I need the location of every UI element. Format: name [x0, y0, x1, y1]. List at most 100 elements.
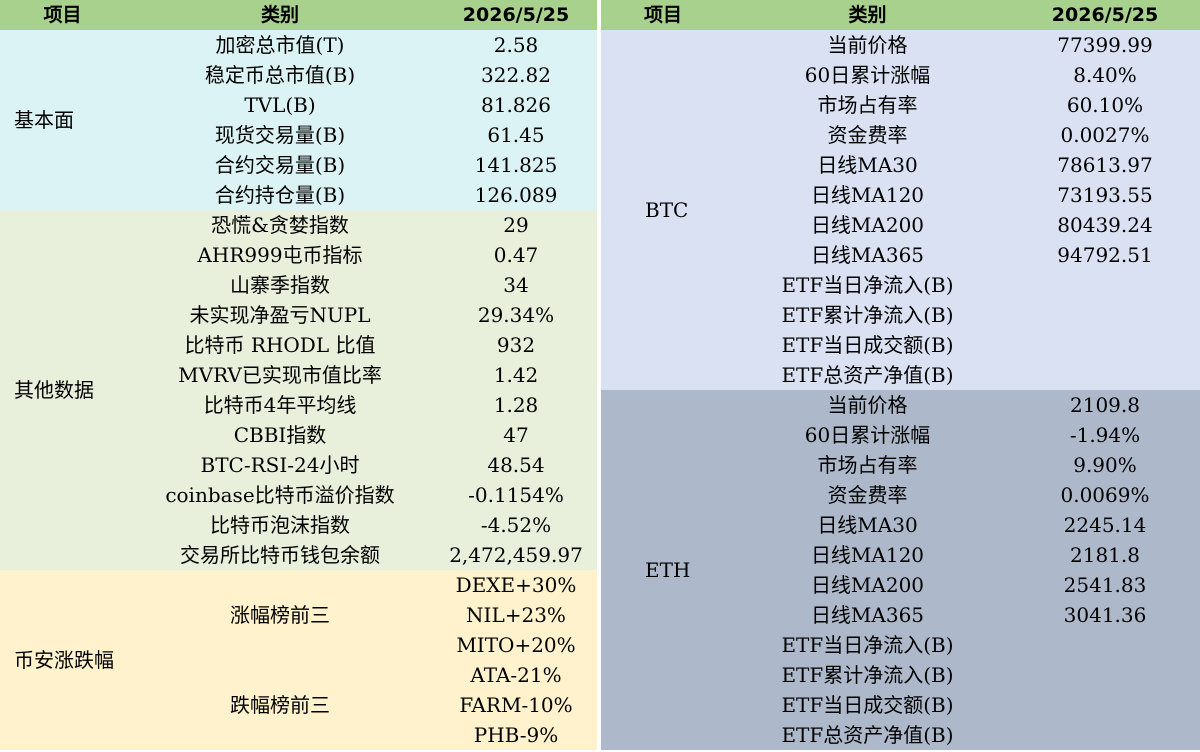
- category-cell: 日线MA30: [817, 153, 918, 177]
- value-cell: 2.58: [493, 33, 539, 57]
- value-cell: 29.34%: [477, 303, 555, 327]
- category-cell: 交易所比特币钱包余额: [180, 543, 380, 567]
- category-cell: ETF当日成交额(B): [781, 693, 954, 717]
- category-cell: 比特币 RHODL 比值: [184, 333, 376, 357]
- value-cell: [1010, 270, 1200, 300]
- category-cell: 跌幅榜前三: [230, 693, 330, 717]
- category-cell: 稳定币总市值(B): [204, 63, 356, 87]
- value-cell: 60.10%: [1066, 93, 1144, 117]
- left-table: 项目 类别 2026/5/25 基本面 加密总市值(T) 2.58 稳定币总市值(B) 322…: [0, 0, 597, 750]
- category-cell: 市场占有率: [817, 453, 918, 477]
- value-cell: 932: [496, 333, 536, 357]
- category-cell: BTC-RSI-24小时: [200, 453, 360, 477]
- category-cell: 恐慌&贪婪指数: [211, 213, 349, 237]
- category-cell: 日线MA365: [810, 243, 925, 267]
- row: 币安涨跌幅 涨幅榜前三 DEXE+30%: [0, 570, 597, 672]
- value-cell: 2541.83: [1063, 573, 1147, 597]
- category-cell: 现货交易量(B): [214, 123, 346, 147]
- header-cell: 项目: [0, 0, 125, 30]
- value-cell: -1.94%: [1069, 423, 1141, 447]
- category-cell: coinbase比特币溢价指数: [165, 483, 395, 507]
- header-cell: 2026/5/25: [1010, 0, 1200, 30]
- value-cell: 2245.14: [1063, 513, 1147, 537]
- category-cell: 山寨季指数: [230, 273, 330, 297]
- category-cell: ETF当日净流入(B): [781, 633, 954, 657]
- value-cell: 0.0027%: [1060, 123, 1150, 147]
- value-cell: 81.826: [481, 93, 551, 117]
- value-cell: 322.82: [481, 63, 551, 87]
- value-cell: 2181.8: [1070, 543, 1140, 567]
- category-cell: 日线MA365: [810, 603, 925, 627]
- value-cell: 77399.99: [1057, 33, 1153, 57]
- row: 其他数据 恐慌&贪婪指数 29: [0, 210, 597, 402]
- category-cell: 60日累计涨幅: [804, 63, 931, 87]
- row: BTC 当前价格 77399.99: [601, 30, 1200, 222]
- value-cell: 73193.55: [1057, 183, 1153, 207]
- category-cell: 未实现净盈亏NUPL: [189, 303, 371, 327]
- value-cell: [1010, 630, 1200, 660]
- value-cell: 0.47: [493, 243, 539, 267]
- value-cell: 61.45: [487, 123, 545, 147]
- value-cell: [1010, 360, 1200, 390]
- value-cell: 141.825: [474, 153, 558, 177]
- row: ETH 当前价格 2109.8: [601, 390, 1200, 582]
- category-cell: ETF当日成交额(B): [781, 333, 954, 357]
- category-cell: 日线MA120: [810, 543, 925, 567]
- section-label: BTC: [645, 198, 689, 222]
- header-row: 项目 类别 2026/5/25: [601, 0, 1200, 30]
- right-table: 项目 类别 2026/5/25 BTC 当前价格 77399.99 60日累计涨幅 8.40%…: [601, 0, 1200, 750]
- category-cell: 日线MA30: [817, 513, 918, 537]
- header-cell: 类别: [725, 0, 1010, 30]
- category-cell: 当前价格: [827, 393, 908, 417]
- section-label: ETH: [645, 558, 691, 582]
- value-cell: [1010, 690, 1200, 720]
- category-cell: 比特币泡沫指数: [210, 513, 350, 537]
- value-cell: [1010, 330, 1200, 360]
- value-cell: MITO+20%: [456, 633, 576, 657]
- value-cell: 94792.51: [1057, 243, 1153, 267]
- value-cell: 126.089: [474, 183, 558, 207]
- category-cell: 日线MA120: [810, 183, 925, 207]
- category-cell: ETF累计净流入(B): [781, 303, 954, 327]
- category-cell: ETF当日净流入(B): [781, 273, 954, 297]
- value-cell: 8.40%: [1073, 63, 1137, 87]
- category-cell: 日线MA200: [810, 213, 925, 237]
- value-cell: ATA-21%: [470, 663, 562, 687]
- value-cell: 34: [503, 273, 529, 297]
- value-cell: 0.0069%: [1060, 483, 1150, 507]
- value-cell: 2,472,459.97: [449, 543, 583, 567]
- value-cell: 2109.8: [1070, 393, 1140, 417]
- header-cell: 项目: [601, 0, 725, 30]
- category-cell: AHR999屯币指标: [197, 243, 363, 267]
- category-cell: ETF总资产净值(B): [781, 363, 954, 387]
- category-cell: TVL(B): [244, 93, 316, 117]
- value-cell: 29: [503, 213, 529, 237]
- category-cell: ETF总资产净值(B): [781, 723, 954, 747]
- value-cell: 78613.97: [1057, 153, 1153, 177]
- value-cell: FARM-10%: [459, 693, 573, 717]
- value-cell: 1.28: [493, 393, 539, 417]
- section-label: 其他数据: [14, 378, 94, 402]
- value-cell: DEXE+30%: [455, 573, 577, 597]
- value-cell: [1010, 720, 1200, 750]
- row: 基本面 加密总市值(T) 2.58: [0, 30, 597, 132]
- section-label: 币安涨跌幅: [14, 648, 114, 672]
- value-cell: 9.90%: [1073, 453, 1137, 477]
- category-cell: 合约交易量(B): [214, 153, 346, 177]
- header-cell: 类别: [125, 0, 435, 30]
- value-cell: 80439.24: [1057, 213, 1153, 237]
- value-cell: 48.54: [487, 453, 545, 477]
- value-cell: 1.42: [493, 363, 539, 387]
- category-cell: 日线MA200: [810, 573, 925, 597]
- category-cell: 加密总市值(T): [215, 33, 345, 57]
- category-cell: ETF累计净流入(B): [781, 663, 954, 687]
- category-cell: 当前价格: [827, 33, 908, 57]
- category-cell: 市场占有率: [817, 93, 918, 117]
- value-cell: -4.52%: [480, 513, 552, 537]
- header-row: 项目 类别 2026/5/25: [0, 0, 597, 30]
- value-cell: PHB-9%: [473, 723, 559, 747]
- header-cell: 2026/5/25: [435, 0, 597, 30]
- section-label: 基本面: [14, 108, 74, 132]
- category-cell: 比特币4年平均线: [203, 393, 357, 417]
